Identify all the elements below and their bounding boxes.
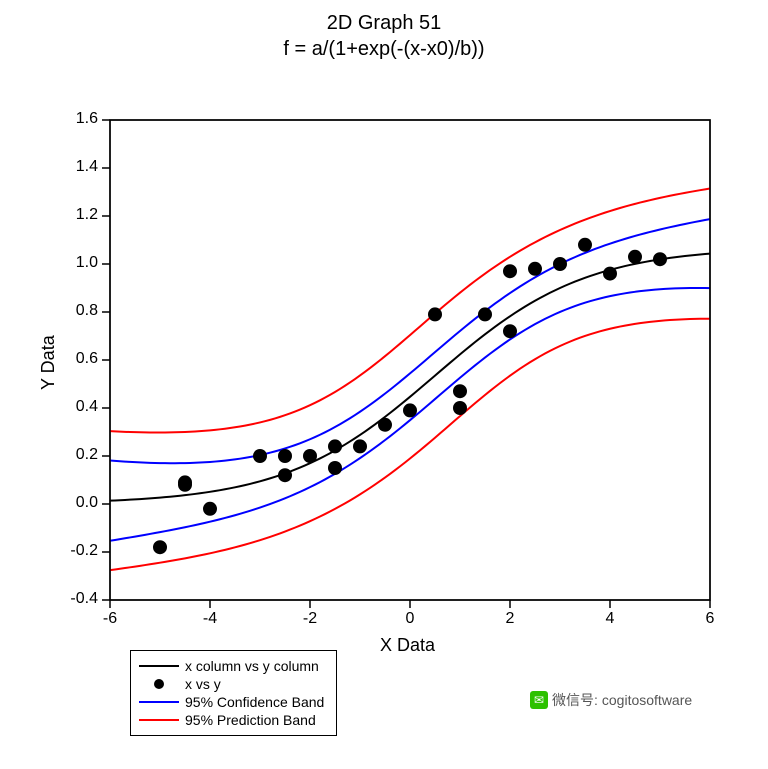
legend-item: 95% Confidence Band xyxy=(139,693,324,711)
x-tick-label: -2 xyxy=(295,610,325,628)
legend-label: 95% Confidence Band xyxy=(185,694,324,710)
legend-item: x column vs y column xyxy=(139,657,324,675)
legend-label: x vs y xyxy=(185,676,221,692)
legend-swatch xyxy=(139,659,179,673)
watermark-text: cogitosoftware xyxy=(602,692,692,708)
y-tick-label: -0.2 xyxy=(70,542,98,560)
legend-swatch xyxy=(139,695,179,709)
y-axis-label: Y Data xyxy=(38,335,59,390)
y-tick-label: 0.8 xyxy=(76,302,98,320)
x-tick-label: -4 xyxy=(195,610,225,628)
legend-swatch xyxy=(139,713,179,727)
legend-label: 95% Prediction Band xyxy=(185,712,316,728)
y-tick-label: 1.6 xyxy=(76,110,98,128)
x-tick-label: 4 xyxy=(595,610,625,628)
watermark-prefix: 微信号: xyxy=(552,690,598,710)
y-tick-label: 1.4 xyxy=(76,158,98,176)
x-tick-label: -6 xyxy=(95,610,125,628)
watermark: ✉ 微信号: cogitosoftware xyxy=(530,690,692,710)
legend-item: x vs y xyxy=(139,675,324,693)
x-tick-label: 2 xyxy=(495,610,525,628)
y-tick-label: -0.4 xyxy=(70,590,98,608)
y-tick-label: 0.0 xyxy=(76,494,98,512)
chart-container: 2D Graph 51 f = a/(1+exp(-(x-x0)/b)) Y D… xyxy=(0,0,768,769)
legend-swatch xyxy=(139,677,179,691)
x-tick-label: 6 xyxy=(695,610,725,628)
y-tick-label: 1.0 xyxy=(76,254,98,272)
x-tick-label: 0 xyxy=(395,610,425,628)
y-tick-label: 0.4 xyxy=(76,398,98,416)
x-axis-label: X Data xyxy=(380,635,435,656)
legend-label: x column vs y column xyxy=(185,658,319,674)
y-tick-label: 1.2 xyxy=(76,206,98,224)
legend: x column vs y column x vs y 95% Confidence… xyxy=(130,650,337,736)
wechat-icon: ✉ xyxy=(530,691,548,709)
y-tick-label: 0.6 xyxy=(76,350,98,368)
y-tick-label: 0.2 xyxy=(76,446,98,464)
legend-item: 95% Prediction Band xyxy=(139,711,324,729)
